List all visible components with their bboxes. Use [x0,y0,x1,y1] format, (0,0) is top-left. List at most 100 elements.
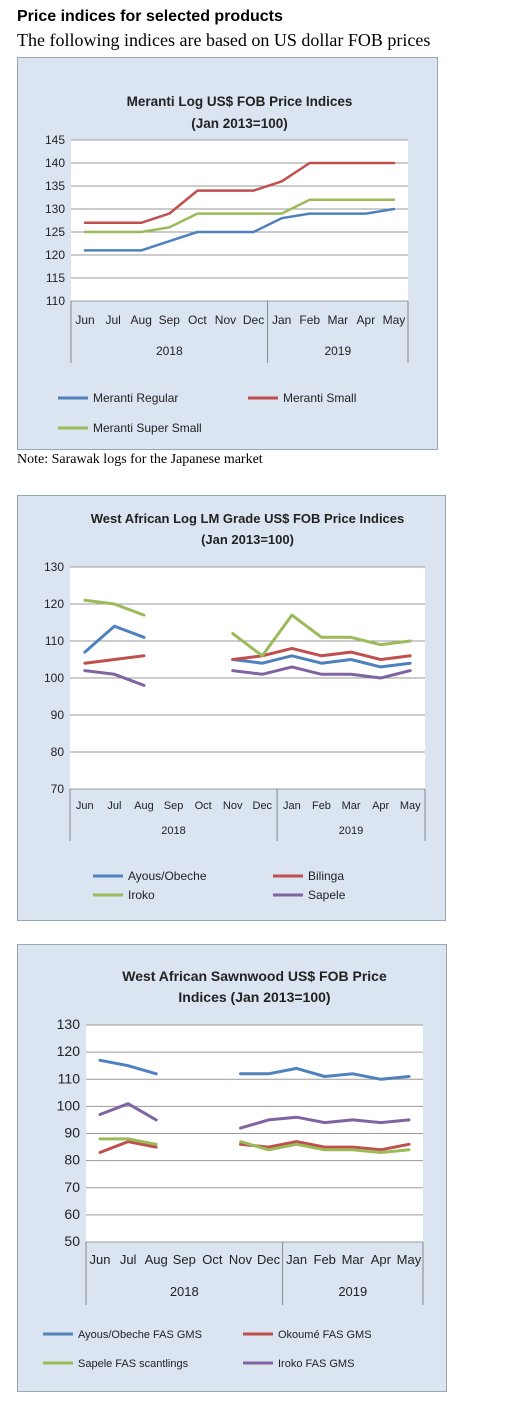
x-tick-label: Jan [286,1252,307,1267]
y-tick-label: 100 [44,671,64,685]
y-tick-label: 130 [57,1016,81,1032]
x-tick-label: Apr [372,800,389,812]
chart-title: West African Sawnwood US$ FOB Price [122,968,387,984]
chart-subtitle: Indices (Jan 2013=100) [178,989,330,1005]
x-tick-label: Oct [195,800,212,812]
series-line-ayous-obeche [83,624,412,669]
x-tick-label: Apr [357,313,376,327]
y-tick-label: 120 [44,597,64,611]
x-group-label: 2019 [338,1284,367,1299]
y-tick-label: 120 [57,1043,81,1059]
x-tick-label: Jul [105,313,120,327]
legend-label: Ayous/Obeche FAS GMS [78,1329,202,1341]
x-tick-label: May [400,800,421,812]
x-tick-label: Jun [76,800,94,812]
x-group-label: 2019 [339,825,363,837]
x-tick-label: Dec [253,800,273,812]
x-tick-label: Feb [314,1252,336,1267]
series-line-meranti-regular [83,207,396,252]
x-tick-label: Feb [312,800,331,812]
y-tick-label: 80 [64,1152,80,1168]
x-tick-label: Mar [342,1252,365,1267]
series-line-meranti-super-small [83,198,396,234]
west-african-log-chart: West African Log LM Grade US$ FOB Price … [44,511,426,902]
meranti-chart-panel: Meranti Log US$ FOB Price Indices (Jan 20… [17,57,438,450]
x-tick-label: Aug [145,1252,168,1267]
x-tick-label: Nov [229,1252,253,1267]
legend-label: Bilinga [308,869,344,883]
series-line-okoum-fas-gms [98,1140,411,1154]
x-group-label: 2018 [170,1284,199,1299]
x-tick-label: Oct [202,1252,223,1267]
legend-label: Meranti Regular [93,391,178,405]
legend-label: Meranti Super Small [93,421,202,435]
legend-label: Okoumé FAS GMS [278,1329,372,1341]
meranti-chart: Meranti Log US$ FOB Price Indices (Jan 20… [45,94,409,435]
x-tick-label: Jul [120,1252,137,1267]
x-tick-label: Jan [272,313,291,327]
x-tick-label: May [397,1252,422,1267]
series-line-meranti-small [83,161,396,225]
plot-area [71,140,408,301]
x-tick-label: Mar [342,800,361,812]
west-african-sawnwood-chart-panel: West African Sawnwood US$ FOB Price Indic… [17,944,447,1392]
y-tick-label: 60 [64,1206,80,1222]
x-tick-label: Jul [107,800,121,812]
legend-label: Iroko FAS GMS [278,1358,354,1370]
chart-title: Meranti Log US$ FOB Price Indices [127,94,353,109]
x-tick-label: Aug [131,313,152,327]
page-heading: Price indices for selected products [17,8,283,25]
x-tick-label: Jun [90,1252,111,1267]
y-tick-label: 70 [51,782,65,796]
y-tick-label: 80 [51,745,65,759]
legend-label: Meranti Small [283,391,356,405]
x-tick-label: Jun [75,313,94,327]
series-line-iroko [83,598,412,658]
x-tick-label: Nov [223,800,243,812]
y-tick-label: 50 [64,1233,80,1249]
series-line-ayous-obeche-fas-gms [98,1058,411,1081]
x-tick-label: Sep [173,1252,196,1267]
chart-subtitle: (Jan 2013=100) [191,116,287,131]
y-tick-label: 110 [45,634,64,648]
x-tick-label: Dec [243,313,264,327]
x-tick-label: Nov [215,313,236,327]
series-line-sapele-fas-scantlings [98,1137,411,1154]
page-subheading: The following indices are based on US do… [17,30,431,50]
y-tick-label: 110 [46,294,65,308]
x-tick-label: Jan [283,800,301,812]
y-tick-label: 130 [44,560,64,574]
legend-label: Sapele [308,888,346,902]
y-tick-label: 125 [45,225,65,239]
chart-subtitle: (Jan 2013=100) [201,532,294,547]
legend-label: Iroko [128,888,155,902]
y-tick-label: 90 [64,1125,80,1141]
x-group-label: 2018 [156,344,183,358]
y-tick-label: 100 [57,1097,81,1113]
y-tick-label: 110 [58,1070,81,1086]
chart-note: Note: Sarawak logs for the Japanese mark… [17,452,263,467]
chart-title: West African Log LM Grade US$ FOB Price … [91,511,405,526]
x-tick-label: Dec [257,1252,281,1267]
y-tick-label: 90 [51,708,65,722]
series-line-sapele [83,665,412,687]
y-tick-label: 120 [45,248,65,262]
x-tick-label: May [383,313,406,327]
y-tick-label: 130 [45,202,65,216]
y-tick-label: 145 [45,133,65,147]
series-line-iroko-fas-gms [98,1102,411,1130]
x-tick-label: Apr [371,1252,392,1267]
y-tick-label: 135 [45,179,65,193]
x-group-label: 2019 [324,344,351,358]
x-tick-label: Sep [159,313,181,327]
x-group-label: 2018 [161,825,185,837]
west-african-sawnwood-chart: West African Sawnwood US$ FOB Price Indic… [43,968,424,1370]
y-tick-label: 70 [64,1179,80,1195]
x-tick-label: Aug [134,800,154,812]
x-tick-label: Mar [327,313,348,327]
west-african-log-chart-panel: West African Log LM Grade US$ FOB Price … [17,495,446,921]
x-tick-label: Oct [188,313,207,327]
legend-label: Sapele FAS scantlings [78,1358,189,1370]
legend-label: Ayous/Obeche [128,869,207,883]
y-tick-label: 140 [45,156,65,170]
